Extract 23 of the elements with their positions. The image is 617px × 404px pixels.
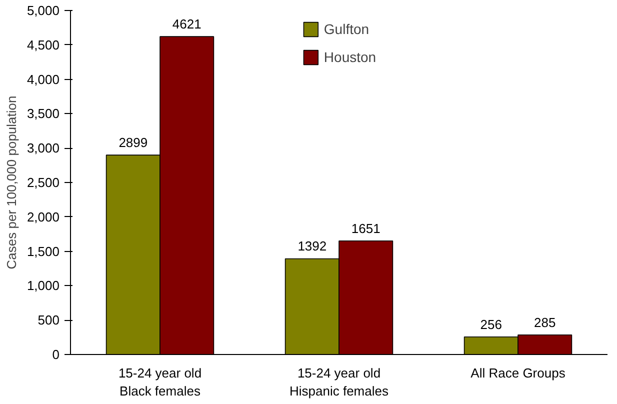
y-tick-label: 1,000 xyxy=(26,278,60,294)
y-tick-label: 3,500 xyxy=(26,106,60,122)
y-tick-label: 2,500 xyxy=(26,175,60,190)
y-tick-label: 4,500 xyxy=(26,37,60,52)
y-tick-label: 3,000 xyxy=(26,140,60,156)
data-label: 256 xyxy=(480,316,502,332)
y-axis-title: Cases per 100,000 population xyxy=(4,96,19,270)
data-label: 285 xyxy=(534,314,556,330)
y-tick-label: 4,000 xyxy=(26,72,60,87)
data-label: 2899 xyxy=(118,135,148,150)
y-tick-label: 5,000 xyxy=(26,3,60,18)
data-label: 4621 xyxy=(172,16,202,32)
x-tick-label: 15-24 year old Hispanic females xyxy=(290,366,389,398)
data-label: 1651 xyxy=(351,220,380,236)
x-tick-label: 15-24 year old Black females xyxy=(118,366,202,398)
y-tick-label: 0 xyxy=(52,347,60,362)
legend-label: Houston xyxy=(324,49,376,65)
data-label: 1392 xyxy=(298,238,327,254)
x-tick-label: All Race Groups xyxy=(470,366,566,380)
y-tick-label: 1,500 xyxy=(26,244,60,259)
y-tick-label: 500 xyxy=(38,312,60,328)
legend-label: Gulfton xyxy=(324,21,370,37)
y-tick-label: 2,000 xyxy=(26,209,60,224)
